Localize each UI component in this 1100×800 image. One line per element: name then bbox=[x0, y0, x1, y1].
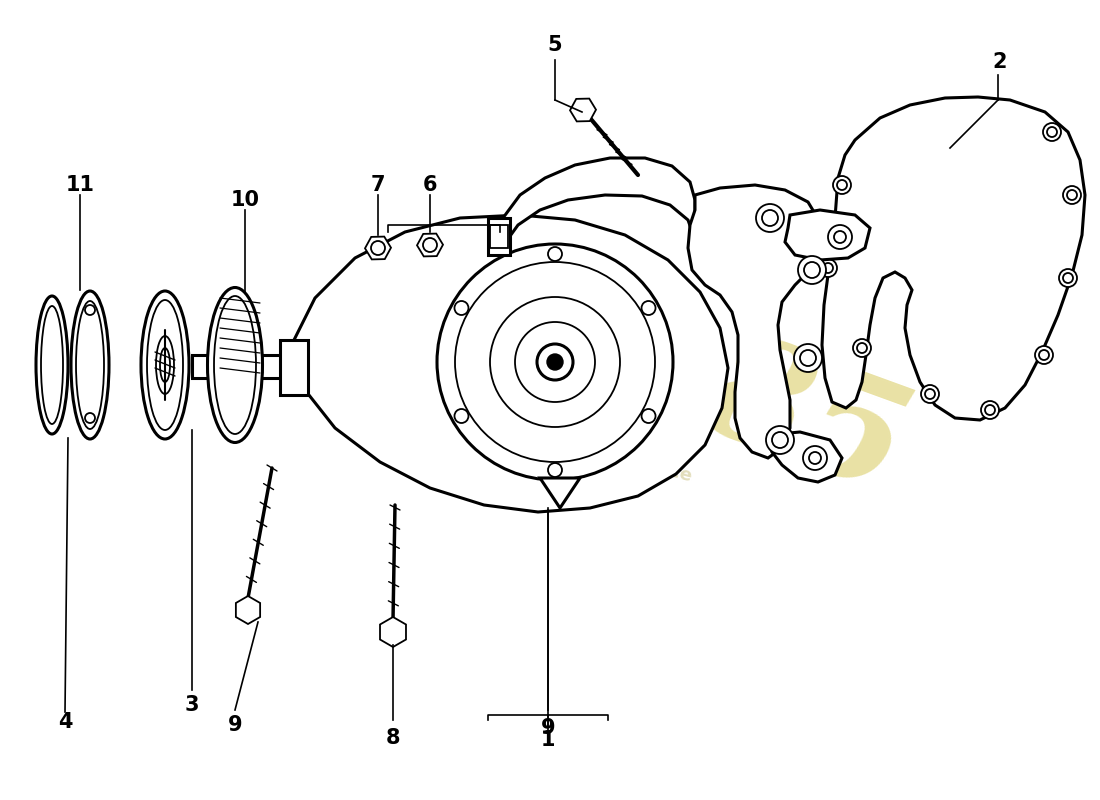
Circle shape bbox=[437, 244, 673, 480]
Circle shape bbox=[547, 354, 563, 370]
Polygon shape bbox=[540, 478, 580, 508]
Circle shape bbox=[766, 426, 794, 454]
Circle shape bbox=[455, 262, 654, 462]
Polygon shape bbox=[785, 210, 870, 260]
Text: 4: 4 bbox=[57, 712, 73, 732]
Circle shape bbox=[1047, 127, 1057, 137]
Circle shape bbox=[857, 343, 867, 353]
Circle shape bbox=[852, 339, 871, 357]
Polygon shape bbox=[490, 225, 508, 248]
Circle shape bbox=[641, 301, 656, 315]
Ellipse shape bbox=[72, 291, 109, 439]
Ellipse shape bbox=[76, 301, 104, 429]
Circle shape bbox=[820, 259, 837, 277]
Circle shape bbox=[823, 263, 833, 273]
Circle shape bbox=[1063, 273, 1072, 283]
Polygon shape bbox=[768, 432, 842, 482]
Circle shape bbox=[834, 231, 846, 243]
Circle shape bbox=[756, 204, 784, 232]
Polygon shape bbox=[688, 185, 820, 458]
Circle shape bbox=[1067, 190, 1077, 200]
Text: euro: euro bbox=[444, 270, 615, 370]
Ellipse shape bbox=[214, 296, 256, 434]
Circle shape bbox=[371, 241, 385, 255]
Text: 5: 5 bbox=[548, 35, 562, 55]
Text: 1985: 1985 bbox=[495, 254, 925, 526]
Text: 9: 9 bbox=[228, 715, 242, 735]
Circle shape bbox=[762, 210, 778, 226]
Polygon shape bbox=[500, 158, 695, 250]
Text: 11: 11 bbox=[66, 175, 95, 195]
Circle shape bbox=[837, 180, 847, 190]
Circle shape bbox=[984, 405, 996, 415]
Ellipse shape bbox=[147, 300, 183, 430]
Text: 9: 9 bbox=[541, 718, 556, 738]
Circle shape bbox=[1040, 350, 1049, 360]
Circle shape bbox=[85, 305, 95, 315]
Circle shape bbox=[828, 225, 852, 249]
Circle shape bbox=[808, 452, 821, 464]
Circle shape bbox=[1043, 123, 1062, 141]
Circle shape bbox=[1063, 186, 1081, 204]
Circle shape bbox=[85, 413, 95, 423]
Circle shape bbox=[800, 350, 816, 366]
Ellipse shape bbox=[36, 296, 68, 434]
Text: 3: 3 bbox=[185, 695, 199, 715]
Circle shape bbox=[537, 344, 573, 380]
Circle shape bbox=[804, 262, 820, 278]
Polygon shape bbox=[290, 215, 728, 512]
Circle shape bbox=[803, 446, 827, 470]
Text: 2: 2 bbox=[992, 52, 1008, 72]
Circle shape bbox=[454, 409, 469, 423]
Circle shape bbox=[981, 401, 999, 419]
Circle shape bbox=[1059, 269, 1077, 287]
Circle shape bbox=[548, 463, 562, 477]
Polygon shape bbox=[280, 340, 308, 395]
Circle shape bbox=[424, 238, 437, 252]
Circle shape bbox=[1035, 346, 1053, 364]
Circle shape bbox=[798, 256, 826, 284]
Circle shape bbox=[641, 409, 656, 423]
Ellipse shape bbox=[156, 336, 174, 394]
Text: precision parts since: precision parts since bbox=[486, 414, 694, 486]
Circle shape bbox=[490, 297, 620, 427]
Circle shape bbox=[921, 385, 939, 403]
Polygon shape bbox=[822, 97, 1085, 420]
Circle shape bbox=[794, 344, 822, 372]
Ellipse shape bbox=[208, 287, 263, 442]
Text: 7: 7 bbox=[371, 175, 385, 195]
Circle shape bbox=[925, 389, 935, 399]
Text: 6: 6 bbox=[422, 175, 438, 195]
Circle shape bbox=[454, 301, 469, 315]
Circle shape bbox=[833, 176, 851, 194]
Circle shape bbox=[772, 432, 788, 448]
Ellipse shape bbox=[160, 348, 170, 382]
Circle shape bbox=[548, 247, 562, 261]
Ellipse shape bbox=[141, 291, 189, 439]
Text: 10: 10 bbox=[231, 190, 260, 210]
Polygon shape bbox=[192, 355, 285, 378]
Polygon shape bbox=[488, 218, 510, 255]
Text: 8: 8 bbox=[386, 728, 400, 748]
Ellipse shape bbox=[41, 306, 63, 424]
Text: 1: 1 bbox=[541, 730, 556, 750]
Circle shape bbox=[515, 322, 595, 402]
